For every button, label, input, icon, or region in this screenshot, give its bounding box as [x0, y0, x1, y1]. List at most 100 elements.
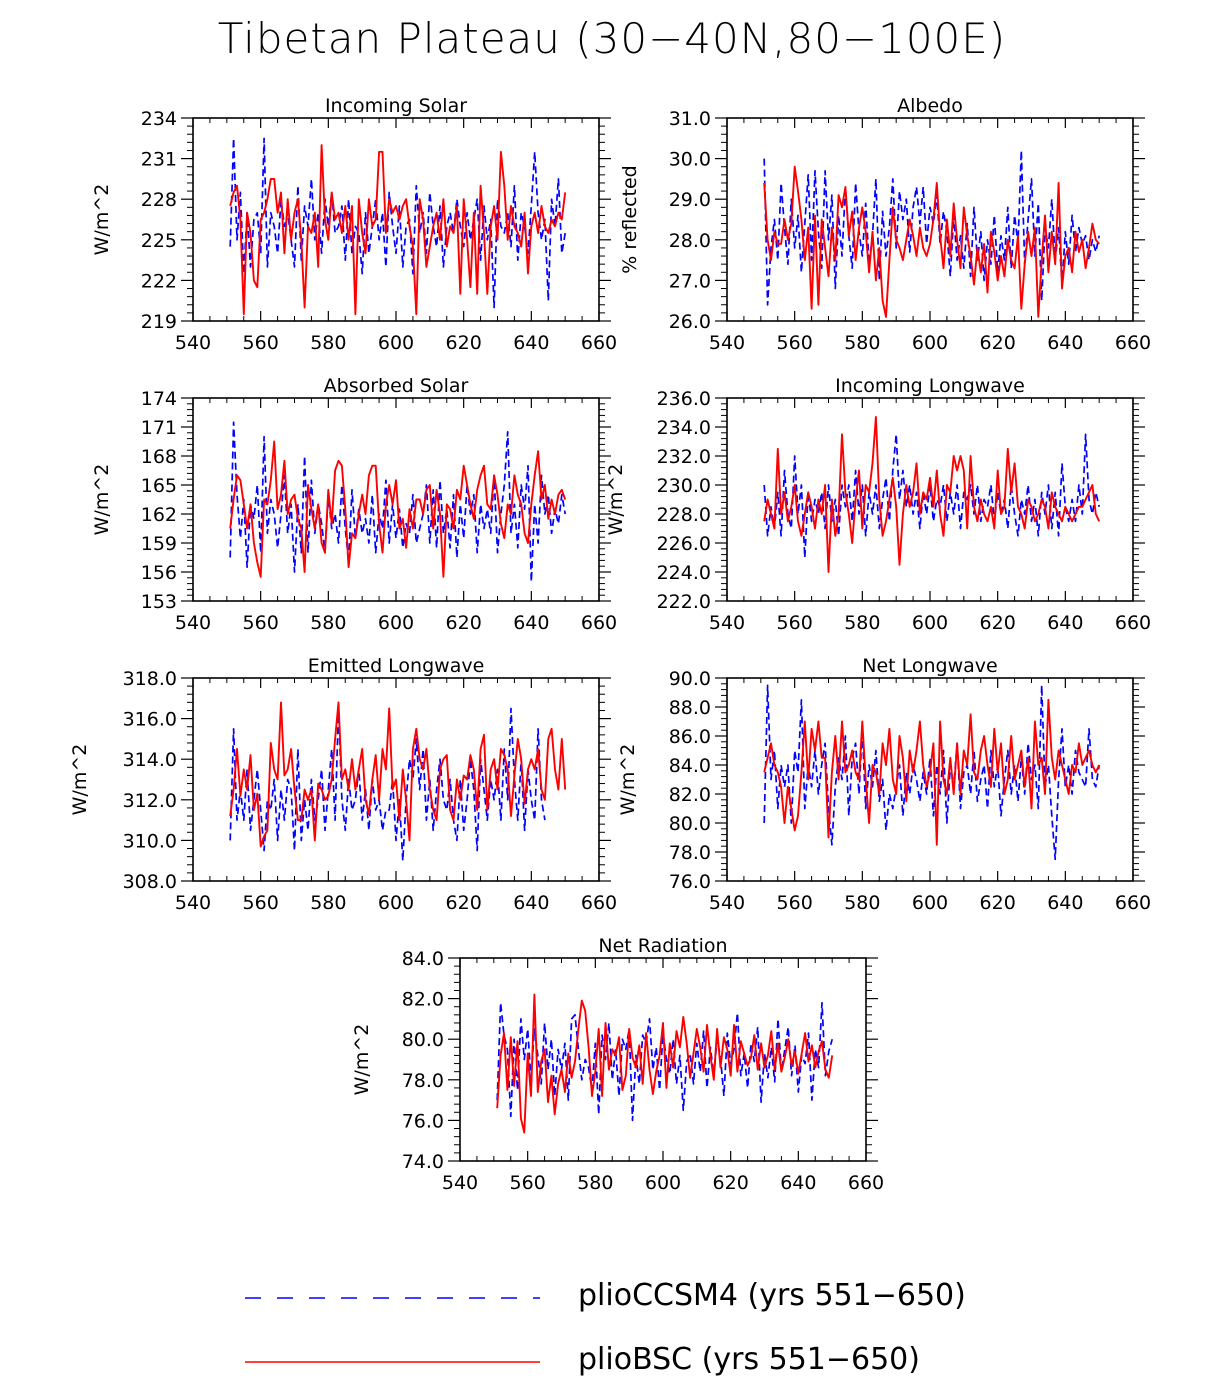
x-tick-label: 540 — [442, 1172, 478, 1194]
series-line-pliobsc — [229, 144, 567, 316]
y-axis-label: W/m^2 — [605, 464, 627, 536]
y-tick-label: 31.0 — [669, 108, 711, 130]
x-tick-label: 560 — [243, 332, 279, 354]
x-tick-label: 640 — [780, 1172, 816, 1194]
y-tick-label: 225 — [141, 230, 177, 252]
x-tick-label: 580 — [844, 612, 880, 634]
panel-title: Net Longwave — [862, 655, 998, 677]
y-tick-label: 27.0 — [669, 270, 711, 292]
x-tick-label: 660 — [581, 612, 617, 634]
x-tick-label: 620 — [980, 612, 1016, 634]
panel-title: Incoming Solar — [325, 95, 467, 117]
x-tick-label: 640 — [1047, 612, 1083, 634]
y-tick-label: 76.0 — [669, 871, 711, 893]
x-tick-label: 580 — [844, 892, 880, 914]
y-tick-label: 159 — [141, 533, 177, 555]
series-line-plioccsm4 — [763, 149, 1101, 306]
x-tick-label: 600 — [378, 892, 414, 914]
x-tick-label: 600 — [645, 1172, 681, 1194]
x-tick-label: 600 — [912, 892, 948, 914]
x-tick-label: 660 — [581, 892, 617, 914]
y-tick-label: 318.0 — [123, 668, 177, 690]
panel-absorbed-solar: 540 560 580 600 620 640 660 153 156 159 162 165 168 1… — [91, 375, 617, 634]
y-tick-label: 228.0 — [657, 504, 711, 526]
y-tick-label: 156 — [141, 562, 177, 584]
figure-title: Tibetan Plateau (30−40N,80−100E) — [217, 14, 1007, 63]
y-tick-label: 86.0 — [669, 726, 711, 748]
y-tick-label: 226.0 — [657, 533, 711, 555]
series-line-plioccsm4 — [229, 137, 567, 309]
y-tick-label: 76.0 — [402, 1110, 444, 1132]
x-tick-label: 560 — [243, 612, 279, 634]
y-tick-label: 78.0 — [402, 1070, 444, 1092]
y-tick-label: 232.0 — [657, 446, 711, 468]
x-tick-label: 540 — [709, 612, 745, 634]
y-tick-label: 82.0 — [669, 784, 711, 806]
y-axis-label: % reflected — [619, 165, 641, 273]
x-tick-label: 540 — [175, 892, 211, 914]
series-line-pliobsc — [763, 415, 1101, 573]
y-tick-label: 78.0 — [669, 842, 711, 864]
panel-title: Albedo — [897, 95, 963, 117]
series-line-pliobsc — [763, 698, 1101, 846]
y-tick-label: 231 — [141, 149, 177, 171]
x-tick-label: 640 — [1047, 332, 1083, 354]
x-tick-label: 540 — [709, 892, 745, 914]
y-tick-label: 162 — [141, 504, 177, 526]
y-tick-label: 314.0 — [123, 749, 177, 771]
y-tick-label: 168 — [141, 446, 177, 468]
y-tick-label: 230.0 — [657, 475, 711, 497]
y-tick-label: 316.0 — [123, 709, 177, 731]
plot-frame — [192, 397, 600, 602]
x-tick-label: 620 — [446, 332, 482, 354]
y-tick-label: 234 — [141, 108, 177, 130]
panel-incoming-longwave: 540 560 580 600 620 640 660 222.0 224.0 226.0 228.… — [605, 375, 1151, 634]
x-tick-label: 580 — [310, 332, 346, 354]
y-tick-label: 26.0 — [669, 311, 711, 333]
x-tick-label: 580 — [310, 892, 346, 914]
legend-label-pliobsc: plioBSC (yrs 551−650) — [578, 1342, 920, 1377]
y-tick-label: 308.0 — [123, 871, 177, 893]
x-tick-label: 580 — [310, 612, 346, 634]
series-line-plioccsm4 — [229, 707, 546, 862]
x-tick-label: 640 — [513, 332, 549, 354]
x-tick-label: 600 — [912, 332, 948, 354]
x-tick-label: 560 — [243, 892, 279, 914]
x-tick-label: 620 — [713, 1172, 749, 1194]
x-tick-label: 660 — [1115, 612, 1151, 634]
y-tick-label: 28.0 — [669, 230, 711, 252]
x-tick-label: 560 — [777, 332, 813, 354]
y-tick-label: 80.0 — [402, 1029, 444, 1051]
x-tick-label: 580 — [844, 332, 880, 354]
y-tick-label: 234.0 — [657, 417, 711, 439]
x-tick-label: 640 — [1047, 892, 1083, 914]
y-tick-label: 222 — [141, 270, 177, 292]
y-tick-label: 90.0 — [669, 668, 711, 690]
series-line-plioccsm4 — [229, 421, 567, 583]
x-tick-label: 560 — [777, 892, 813, 914]
panel-title: Emitted Longwave — [308, 655, 485, 677]
x-tick-label: 620 — [980, 892, 1016, 914]
y-tick-label: 310.0 — [123, 830, 177, 852]
panel-title: Incoming Longwave — [835, 375, 1025, 397]
x-tick-label: 540 — [175, 332, 211, 354]
y-tick-label: 29.0 — [669, 189, 711, 211]
y-tick-label: 312.0 — [123, 790, 177, 812]
x-tick-label: 600 — [378, 332, 414, 354]
x-tick-label: 540 — [175, 612, 211, 634]
panel-emitted-longwave: 540 560 580 600 620 640 660 308.0 310.0 312.0 314.… — [69, 655, 617, 914]
x-tick-label: 560 — [510, 1172, 546, 1194]
y-tick-label: 236.0 — [657, 388, 711, 410]
y-tick-label: 88.0 — [669, 697, 711, 719]
panel-incoming-solar: 540 560 580 600 620 640 660 219 222 225 228 231 234 I… — [91, 95, 617, 354]
panel-title: Absorbed Solar — [324, 375, 469, 397]
plot-frame — [459, 957, 867, 1162]
panel-albedo: 540 560 580 600 620 640 660 26.0 27.0 28.0 29.0 30.… — [619, 95, 1151, 354]
x-tick-label: 580 — [577, 1172, 613, 1194]
y-tick-label: 84.0 — [402, 948, 444, 970]
x-tick-label: 540 — [709, 332, 745, 354]
x-tick-label: 660 — [1115, 332, 1151, 354]
series-line-plioccsm4 — [763, 684, 1101, 861]
x-tick-label: 620 — [980, 332, 1016, 354]
